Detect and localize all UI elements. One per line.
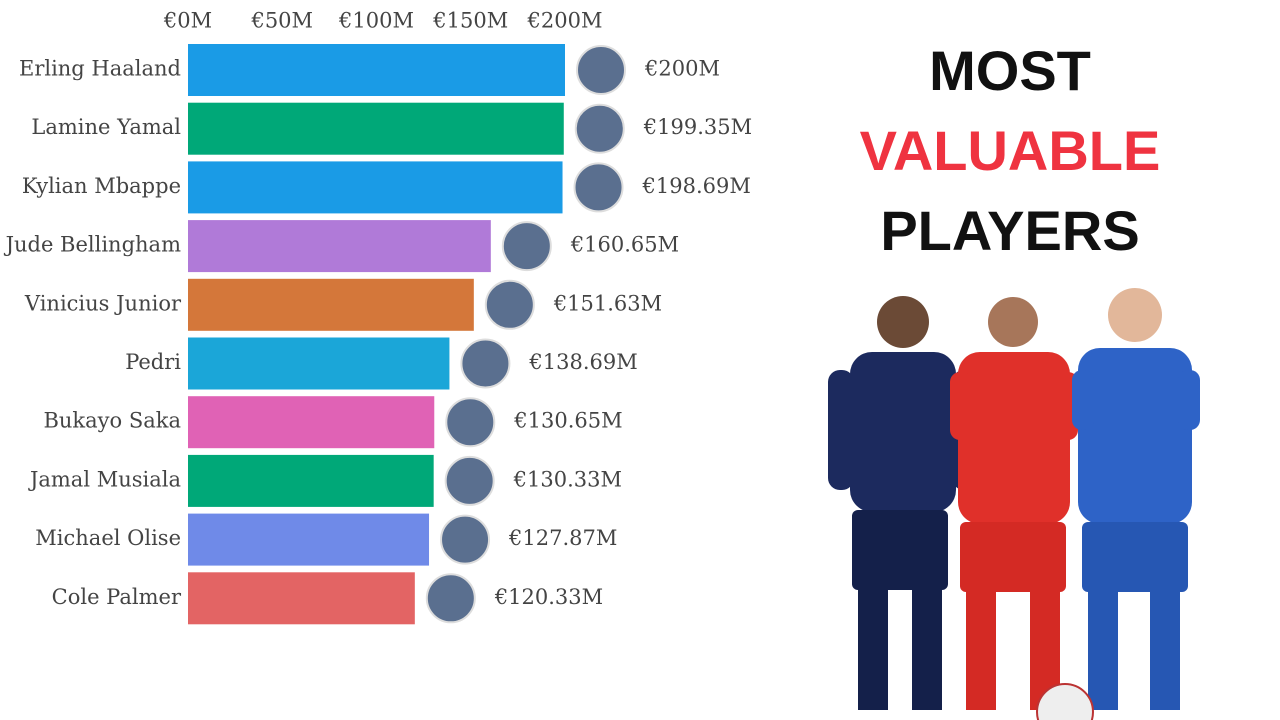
bar: [188, 396, 435, 449]
x-tick-label: €200M: [527, 9, 603, 33]
y-tick-label: Kylian Mbappe: [22, 174, 181, 198]
headline-1: MOST: [929, 39, 1091, 102]
value-label: €199.35M: [643, 115, 752, 139]
player-avatar: [574, 103, 625, 154]
bar: [188, 161, 563, 214]
y-tick-label: Cole Palmer: [52, 585, 182, 609]
y-tick-label: Michael Olise: [35, 526, 181, 550]
y-tick-label: Pedri: [125, 350, 181, 374]
x-tick-label: €50M: [250, 9, 313, 33]
bar: [188, 454, 434, 507]
bar: [188, 572, 415, 625]
player-avatar: [460, 338, 511, 389]
x-tick-label: €150M: [432, 9, 508, 33]
bar: [188, 337, 450, 390]
players-illustration: [828, 288, 1200, 720]
player-avatar: [445, 397, 496, 448]
player-avatar: [484, 279, 535, 330]
player-avatar: [425, 573, 476, 624]
bar: [188, 220, 491, 273]
value-label: €151.63M: [553, 291, 662, 315]
bar: [188, 44, 565, 96]
y-tick-label: Bukayo Saka: [43, 409, 181, 433]
x-tick-label: €100M: [338, 9, 414, 33]
bar: [188, 513, 430, 566]
value-label: €120.33M: [494, 585, 603, 609]
y-tick-label: Lamine Yamal: [31, 115, 181, 139]
headline-2: VALUABLE: [860, 119, 1161, 182]
value-label: €160.65M: [570, 233, 679, 257]
player-avatar: [444, 455, 495, 506]
value-label: €200M: [644, 57, 720, 81]
bar: [188, 278, 474, 331]
player-avatar: [440, 514, 491, 565]
value-label: €130.33M: [513, 467, 622, 491]
value-label: €198.69M: [642, 174, 751, 198]
y-tick-label: Erling Haaland: [19, 57, 181, 81]
value-label: €138.69M: [528, 350, 637, 374]
bar: [188, 102, 564, 155]
x-tick-label: €0M: [163, 9, 212, 33]
player-avatar: [573, 162, 624, 213]
value-label: €127.87M: [508, 526, 617, 550]
y-tick-label: Jude Bellingham: [4, 233, 182, 257]
y-tick-label: Vinicius Junior: [24, 291, 182, 315]
value-label: €130.65M: [513, 409, 622, 433]
headline-3: PLAYERS: [880, 199, 1139, 262]
player-avatar: [576, 45, 626, 95]
player-avatar: [501, 221, 552, 272]
y-tick-label: Jamal Musiala: [28, 467, 181, 491]
